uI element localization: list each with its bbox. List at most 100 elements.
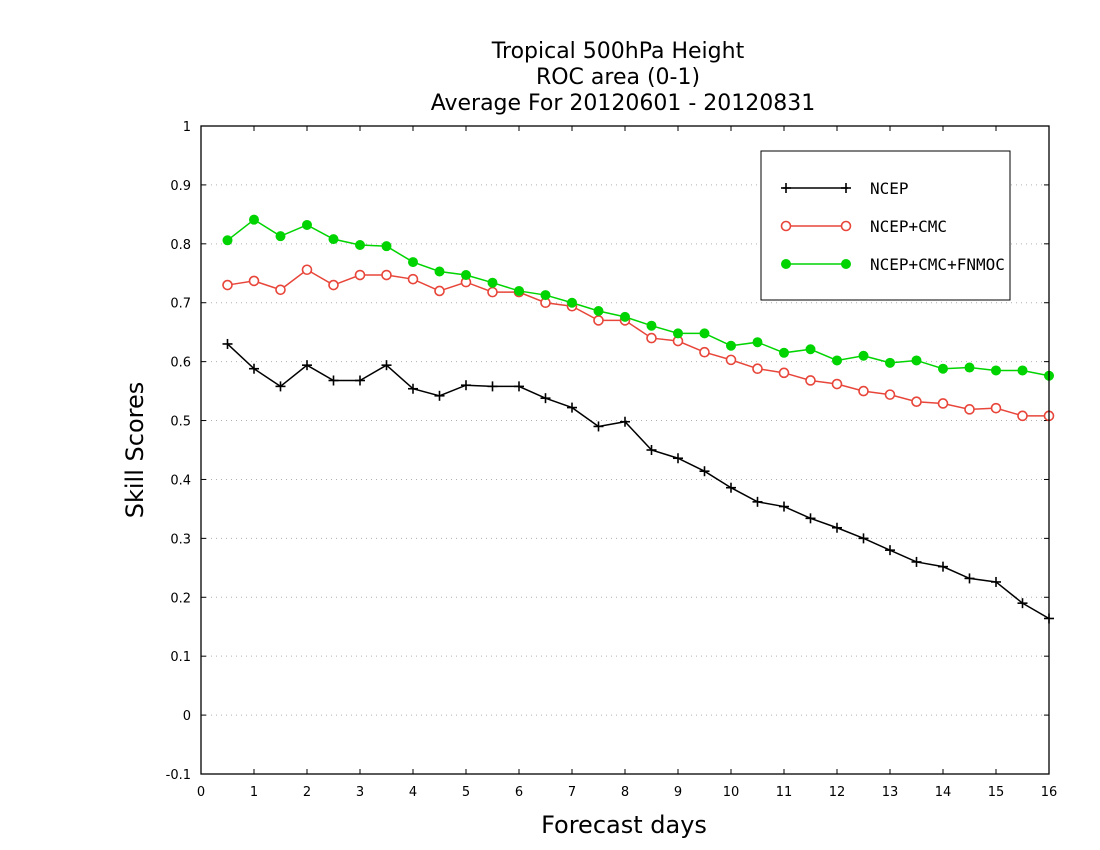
data-point-ncep (752, 496, 763, 507)
x-tick-label: 15 (988, 785, 1005, 800)
data-point-ncep-cmc (725, 354, 737, 366)
data-point-ncep-cmc-fnmoc (673, 328, 683, 339)
data-point-ncep-cmc-fnmoc (699, 328, 710, 339)
data-point-ncep-cmc-fnmoc (355, 239, 365, 250)
data-point-ncep-cmc-fnmoc (752, 337, 763, 348)
data-point-ncep-cmc (911, 396, 922, 407)
data-point-ncep (858, 533, 869, 544)
data-point-ncep-cmc (778, 367, 790, 379)
y-axis-label: Skill Scores (121, 382, 149, 519)
data-point-ncep-cmc-fnmoc (779, 347, 789, 358)
data-point-ncep-cmc-fnmoc (646, 320, 657, 331)
data-point-ncep (461, 380, 471, 391)
y-tick-label: 0.7 (170, 297, 191, 312)
data-point-ncep-cmc-fnmoc (275, 231, 286, 242)
x-tick-label: 5 (462, 785, 470, 800)
data-point-ncep-cmc-fnmoc (911, 355, 922, 366)
data-point-ncep (991, 576, 1001, 587)
data-point-ncep-cmc-fnmoc (514, 285, 524, 296)
data-point-ncep-cmc-fnmoc (302, 219, 312, 230)
data-point-ncep-cmc-fnmoc (938, 363, 948, 374)
data-point-ncep-cmc (858, 385, 869, 397)
x-tick-label: 6 (515, 785, 523, 800)
data-point-ncep (726, 482, 736, 493)
data-point-ncep-cmc-fnmoc (249, 214, 259, 225)
y-tick-label: 0.8 (170, 238, 191, 253)
data-point-ncep-cmc-fnmoc (726, 340, 736, 351)
data-point-ncep (805, 513, 816, 524)
legend-items: NCEP NCEP+CMC NCEP+CMC+FNMOC (780, 179, 1005, 274)
data-point-ncep (408, 383, 418, 394)
data-point-ncep-cmc-fnmoc (381, 241, 392, 252)
x-tick-label: 14 (935, 785, 952, 800)
data-point-ncep (646, 445, 657, 455)
x-tick-label: 11 (776, 785, 793, 800)
data-point-ncep-cmc-fnmoc (964, 362, 975, 373)
data-point-ncep (249, 363, 259, 374)
x-tick-label: 13 (882, 785, 899, 800)
data-point-ncep-cmc-fnmoc (1017, 365, 1028, 376)
data-point-ncep-cmc-fnmoc (885, 357, 895, 368)
data-point-ncep (222, 338, 233, 349)
data-point-ncep-cmc-fnmoc (408, 257, 418, 268)
data-point-ncep (593, 421, 604, 432)
y-tick-label: 0.1 (170, 650, 191, 665)
chart-title-line-1: Tropical 500hPa Height (491, 39, 745, 64)
data-point-ncep (699, 466, 710, 477)
data-point-ncep-cmc-fnmoc (540, 290, 551, 301)
data-point-ncep (514, 381, 524, 392)
data-point-ncep-cmc (407, 273, 419, 285)
data-point-ncep-cmc (752, 363, 763, 375)
data-point-ncep (885, 545, 895, 556)
y-tick-label: 0.9 (170, 179, 191, 194)
data-point-ncep (275, 381, 286, 392)
y-tick-label: 0 (183, 709, 191, 724)
legend-marker (840, 220, 852, 232)
data-point-ncep-cmc (354, 269, 366, 281)
x-tick-label: 4 (409, 785, 417, 800)
data-point-ncep-cmc-fnmoc (222, 235, 233, 246)
legend-label: NCEP+CMC (870, 217, 947, 236)
legend-marker (780, 220, 792, 232)
data-point-ncep-cmc-fnmoc (487, 277, 498, 288)
plot-frame (200, 125, 1050, 775)
data-point-ncep-cmc (990, 402, 1002, 414)
data-point-ncep-cmc (1017, 410, 1028, 422)
data-point-ncep-cmc (301, 264, 313, 276)
y-tick-label: 1 (183, 120, 191, 135)
data-point-ncep (487, 381, 498, 392)
data-point-ncep (328, 375, 339, 386)
data-point-ncep (302, 360, 312, 371)
legend-marker (781, 183, 791, 193)
x-tick-label: 9 (674, 785, 682, 800)
legend: NCEP NCEP+CMC NCEP+CMC+FNMOC (760, 150, 1011, 301)
data-series (222, 214, 1055, 624)
x-axis-label: Forecast days (541, 811, 707, 839)
data-point-ncep (911, 556, 922, 567)
x-tick-label: 3 (356, 785, 364, 800)
data-point-ncep (832, 522, 842, 533)
data-point-ncep-cmc (248, 275, 260, 287)
data-point-ncep (567, 402, 577, 413)
data-point-ncep-cmc-fnmoc (593, 305, 604, 316)
data-point-ncep-cmc-fnmoc (858, 350, 869, 361)
data-point-ncep-cmc (964, 404, 975, 415)
legend-marker (841, 183, 851, 193)
data-point-ncep-cmc-fnmoc (991, 365, 1001, 376)
data-point-ncep-cmc (937, 398, 949, 409)
data-point-ncep-cmc-fnmoc (461, 270, 471, 281)
data-point-ncep (964, 573, 975, 584)
data-point-ncep-cmc-fnmoc (567, 297, 577, 308)
data-point-ncep-cmc (699, 346, 710, 358)
legend-item-ncep: NCEP (781, 179, 909, 198)
axis-ticks: -0.100.10.20.30.40.50.60.70.80.910 1 2 3 4 5 6… (166, 120, 1058, 800)
x-tick-label: 10 (723, 785, 740, 800)
x-tick-label: 2 (303, 785, 311, 800)
data-point-ncep-cmc (884, 389, 896, 400)
data-point-ncep-cmc (222, 279, 233, 291)
x-tick-label: 12 (829, 785, 846, 800)
data-point-ncep-cmc-fnmoc (832, 355, 842, 366)
data-point-ncep-cmc (593, 315, 604, 326)
data-point-ncep-cmc (381, 269, 392, 281)
